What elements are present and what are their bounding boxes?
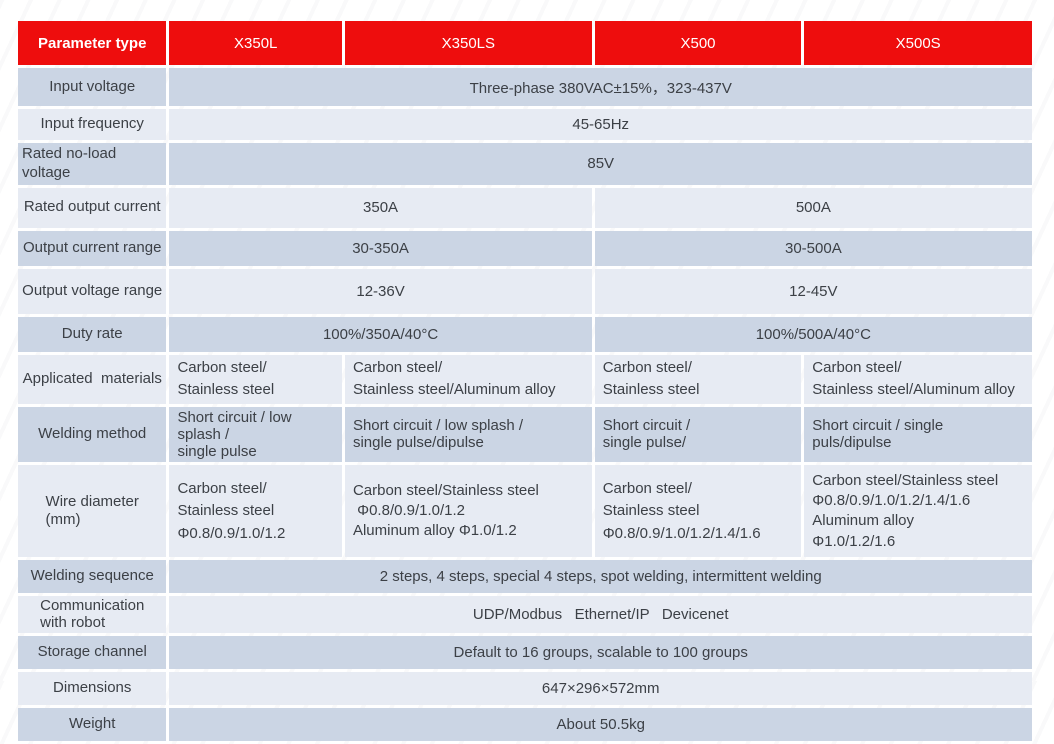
cell-value: Short circuit / single pulse/	[594, 406, 802, 463]
cell-value: 45-65Hz	[169, 109, 1032, 140]
cell-value: Short circuit / low splash / single puls…	[344, 406, 592, 463]
row-label: Welding sequence	[18, 560, 167, 594]
cell-value: Carbon steel/ Stainless steel Φ0.8/0.9/1…	[594, 465, 802, 558]
cell-value: About 50.5kg	[169, 708, 1032, 742]
row-label: Input frequency	[18, 109, 167, 140]
table-row-welding-method: Welding method Short circuit / low splas…	[18, 406, 1032, 463]
cell-value: UDP/Modbus Ethernet/IP Devicenet	[169, 596, 1032, 634]
cell-value: 30-350A	[169, 230, 592, 266]
header-model-x350l: X350L	[169, 21, 342, 65]
row-label: Rated no-load voltage	[18, 143, 167, 185]
row-label: Rated output current	[18, 187, 167, 228]
table-row-storage-channel: Storage channel Default to 16 groups, sc…	[18, 636, 1032, 670]
cell-value: 647×296×572mm	[169, 672, 1032, 706]
cell-value: Short circuit / low splash / single puls…	[169, 406, 342, 463]
row-label-text: Weight	[69, 715, 116, 733]
cell-value: Carbon steel/ Stainless steel/Aluminum a…	[344, 354, 592, 404]
row-label-text: Wire diameter (mm)	[45, 492, 139, 529]
cell-value: 500A	[594, 187, 1032, 228]
row-label: Weight	[18, 708, 167, 742]
row-label-text: Output voltage range	[22, 281, 163, 299]
row-label-text: Welding sequence	[30, 567, 154, 585]
table-row-duty-rate: Duty rate 100%/350A/40°C 100%/500A/40°C	[18, 316, 1032, 352]
row-label-text: Dimensions	[53, 679, 132, 697]
cell-value: Short circuit / single puls/dipulse	[804, 406, 1032, 463]
cell-value: Carbon steel/ Stainless steel	[594, 354, 802, 404]
row-label-text: Welding method	[38, 425, 147, 442]
cell-value: Three-phase 380VAC±15%，323-437V	[169, 68, 1032, 106]
row-label-text: Output current range	[23, 238, 162, 256]
spec-table: Parameter type X350L X350LS X500 X500S I…	[15, 18, 1035, 744]
cell-value: 12-45V	[594, 268, 1032, 314]
cell-value: Carbon steel/ Stainless steel Φ0.8/0.9/1…	[169, 465, 342, 558]
table-row-applicated-materials: Applicated materials Carbon steel/ Stain…	[18, 354, 1032, 404]
row-label: Welding method	[18, 406, 167, 463]
cell-value: Default to 16 groups, scalable to 100 gr…	[169, 636, 1032, 670]
cell-value: 2 steps, 4 steps, special 4 steps, spot …	[169, 560, 1032, 594]
row-label: Duty rate	[18, 316, 167, 352]
table-row-welding-sequence: Welding sequence 2 steps, 4 steps, speci…	[18, 560, 1032, 594]
cell-value: 85V	[169, 143, 1032, 185]
cell-value: Carbon steel/ Stainless steel/Aluminum a…	[804, 354, 1032, 404]
table-row-wire-diameter: Wire diameter (mm) Carbon steel/ Stainle…	[18, 465, 1032, 558]
row-label-text: Applicated materials	[22, 369, 162, 387]
header-model-x500: X500	[594, 21, 802, 65]
row-label-text: Duty rate	[61, 324, 123, 342]
header-parameter-type: Parameter type	[18, 21, 167, 65]
table-row-output-voltage-range: Output voltage range 12-36V 12-45V	[18, 268, 1032, 314]
row-label: Input voltage	[18, 68, 167, 106]
table-row-weight: Weight About 50.5kg	[18, 708, 1032, 742]
table-row-rated-output-current: Rated output current 350A 500A	[18, 187, 1032, 228]
header-model-x500s: X500S	[804, 21, 1032, 65]
row-label: Dimensions	[18, 672, 167, 706]
header-model-x350ls: X350LS	[344, 21, 592, 65]
row-label-text: Rated output current	[23, 198, 161, 216]
row-label-text: Input frequency	[40, 115, 144, 133]
table-header-row: Parameter type X350L X350LS X500 X500S	[18, 21, 1032, 65]
cell-value: Carbon steel/ Stainless steel	[169, 354, 342, 404]
cell-value: Carbon steel/Stainless steel Φ0.8/0.9/1.…	[804, 465, 1032, 558]
row-label: Applicated materials	[18, 354, 167, 404]
table-row-input-frequency: Input frequency 45-65Hz	[18, 109, 1032, 140]
cell-value: 30-500A	[594, 230, 1032, 266]
table-row-communication-with-robot: Communication with robot UDP/Modbus Ethe…	[18, 596, 1032, 634]
row-label-text: Storage channel	[37, 643, 147, 661]
cell-value: 100%/350A/40°C	[169, 316, 592, 352]
table-row-output-current-range: Output current range 30-350A 30-500A	[18, 230, 1032, 266]
row-label: Output voltage range	[18, 268, 167, 314]
cell-value: 12-36V	[169, 268, 592, 314]
cell-value: 350A	[169, 187, 592, 228]
row-label-text: Input voltage	[49, 77, 136, 95]
row-label: Output current range	[18, 230, 167, 266]
table-row-input-voltage: Input voltage Three-phase 380VAC±15%，323…	[18, 68, 1032, 106]
row-label: Storage channel	[18, 636, 167, 670]
row-label-text: Rated no-load voltage	[22, 145, 121, 181]
table-row-dimensions: Dimensions 647×296×572mm	[18, 672, 1032, 706]
row-label: Communication with robot	[18, 596, 167, 634]
row-label: Wire diameter (mm)	[18, 465, 167, 558]
row-label-text: Communication with robot	[40, 597, 145, 631]
cell-value: 100%/500A/40°C	[594, 316, 1032, 352]
cell-value: Carbon steel/Stainless steel Φ0.8/0.9/1.…	[344, 465, 592, 558]
table-row-rated-no-load-voltage: Rated no-load voltage 85V	[18, 143, 1032, 185]
